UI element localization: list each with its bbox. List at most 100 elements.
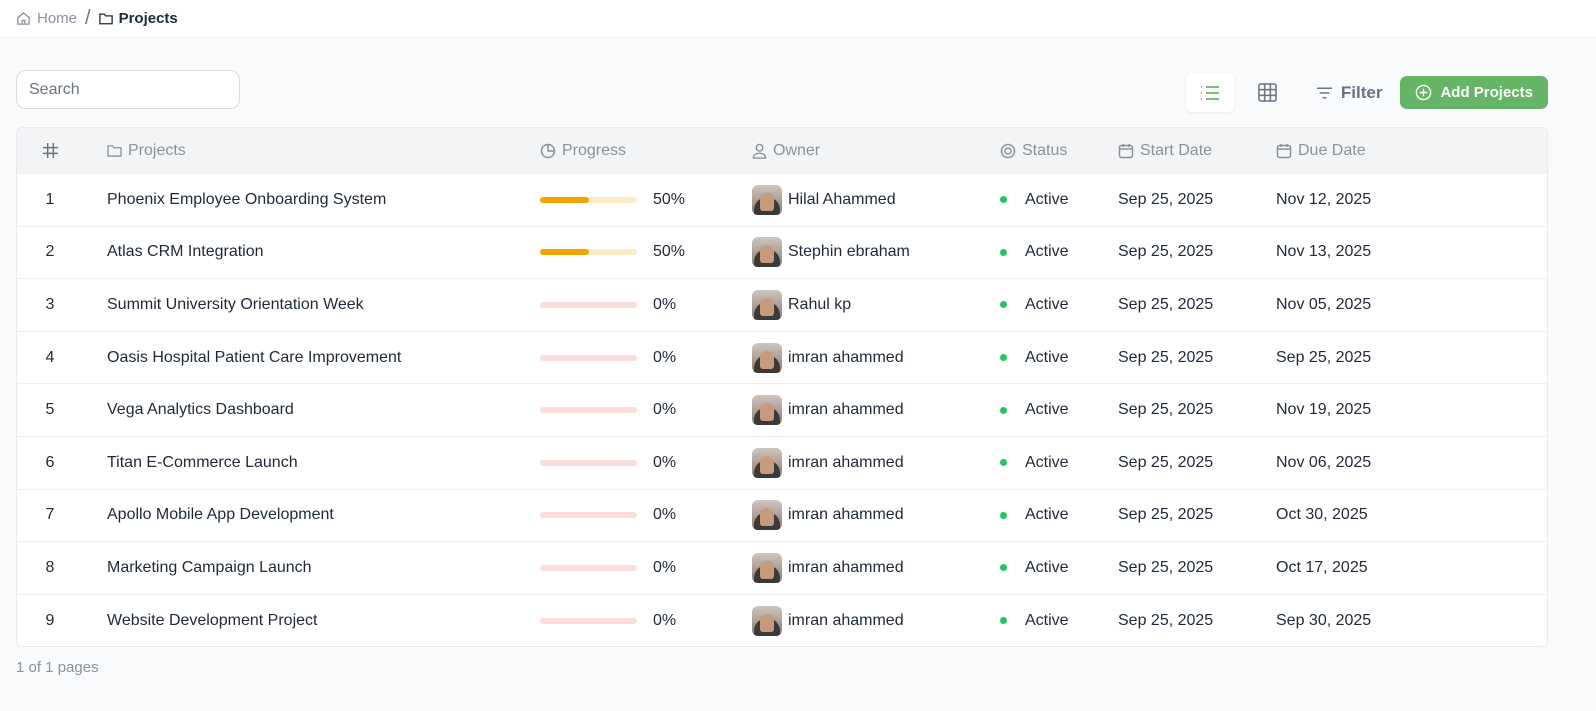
projects-table: Projects Progress Owner Status Start Dat… (16, 127, 1548, 648)
owner-name: Rahul kp (788, 295, 852, 313)
row-number: 8 (17, 559, 83, 577)
filter-button[interactable]: Filter (1302, 83, 1391, 103)
owner-name: imran ahammed (788, 453, 904, 471)
progress-label: 50% (653, 243, 686, 261)
row-number: 4 (17, 349, 83, 367)
due-date-text: Oct 30, 2025 (1276, 506, 1368, 524)
progress-label: 0% (653, 348, 677, 366)
project-name[interactable]: Atlas CRM Integration (107, 243, 264, 261)
table-row[interactable]: 5 Vega Analytics Dashboard 0% imran aham… (17, 383, 1547, 436)
search-input[interactable] (29, 80, 236, 99)
project-name[interactable]: Vega Analytics Dashboard (107, 401, 294, 419)
home-icon (17, 12, 30, 25)
col-progress[interactable]: Progress (540, 142, 626, 160)
progress-bar (540, 301, 637, 308)
col-start-date[interactable]: Start Date (1118, 142, 1212, 160)
calendar-icon (1276, 143, 1292, 158)
progress-fill (540, 249, 589, 256)
project-name[interactable]: Phoenix Employee Onboarding System (107, 191, 386, 209)
start-date: Sep 25, 2025 (1118, 401, 1213, 419)
owner-name: imran ahammed (788, 558, 904, 576)
table-header: Projects Progress Owner Status Start Dat… (17, 128, 1547, 173)
due-date: Oct 17, 2025 (1276, 559, 1368, 577)
progress-cell: 0% (540, 454, 676, 472)
progress-bar (540, 249, 637, 256)
table-row[interactable]: 4 Oasis Hospital Patient Care Improvemen… (17, 330, 1547, 384)
owner-cell: imran ahammed (752, 342, 904, 373)
progress-label: 0% (653, 558, 677, 576)
progress-label: 0% (653, 401, 677, 419)
start-date-text: Sep 25, 2025 (1118, 243, 1214, 261)
project-name-text: Atlas CRM Integration (107, 243, 264, 261)
project-name[interactable]: Website Development Project (107, 612, 317, 630)
owner-cell: imran ahammed (752, 447, 904, 478)
table-row[interactable]: 8 Marketing Campaign Launch 0% imran aha… (17, 541, 1547, 594)
table-body: 1 Phoenix Employee Onboarding System 50%… (17, 173, 1547, 646)
col-status[interactable]: Status (1000, 142, 1067, 160)
col-label: Progress (562, 141, 627, 159)
status-dot (1000, 248, 1007, 256)
grid-icon (1258, 83, 1278, 102)
col-number[interactable] (17, 142, 83, 159)
status-badge: Active (1000, 191, 1069, 209)
start-date: Sep 25, 2025 (1118, 454, 1213, 472)
grid-view-button[interactable] (1244, 73, 1292, 112)
status-badge: Active (1000, 243, 1069, 261)
pie-chart-icon (540, 143, 556, 158)
status-dot (1000, 301, 1007, 309)
status-dot (1000, 617, 1007, 625)
row-number-text: 2 (45, 243, 55, 261)
status-badge: Active (1000, 349, 1069, 367)
progress-bar (540, 459, 637, 466)
start-date: Sep 25, 2025 (1118, 559, 1213, 577)
col-label: Status (1022, 141, 1068, 159)
row-number-text: 1 (45, 190, 55, 208)
status-dot (1000, 459, 1007, 467)
add-projects-button[interactable]: Add Projects (1400, 76, 1548, 109)
status-badge: Active (1000, 612, 1069, 630)
status-dot (1000, 196, 1007, 204)
owner-cell: imran ahammed (752, 552, 904, 583)
status-text: Active (1025, 506, 1069, 524)
status-badge: Active (1000, 454, 1069, 472)
progress-fill (540, 196, 589, 203)
owner-name: imran ahammed (788, 506, 904, 524)
status-dot (1000, 406, 1007, 414)
col-projects[interactable]: Projects (107, 142, 186, 160)
owner-name: imran ahammed (788, 611, 904, 629)
table-row[interactable]: 3 Summit University Orientation Week 0% … (17, 278, 1547, 331)
project-name[interactable]: Titan E-Commerce Launch (107, 454, 298, 472)
list-view-button[interactable] (1185, 73, 1234, 112)
status-dot (1000, 511, 1007, 519)
table-row[interactable]: 9 Website Development Project 0% imran a… (17, 593, 1547, 647)
project-name-text: Website Development Project (107, 611, 318, 629)
start-date: Sep 25, 2025 (1118, 191, 1213, 209)
row-number: 7 (17, 506, 83, 524)
avatar (752, 342, 782, 373)
due-date: Nov 06, 2025 (1276, 454, 1371, 472)
project-name[interactable]: Apollo Mobile App Development (107, 506, 334, 524)
col-owner[interactable]: Owner (752, 142, 820, 160)
avatar (752, 184, 782, 215)
table-row[interactable]: 1 Phoenix Employee Onboarding System 50%… (17, 173, 1547, 226)
table-row[interactable]: 6 Titan E-Commerce Launch 0% imran ahamm… (17, 435, 1547, 489)
due-date-text: Nov 13, 2025 (1276, 243, 1372, 261)
avatar (752, 500, 782, 531)
progress-label: 0% (653, 611, 677, 629)
project-name[interactable]: Oasis Hospital Patient Care Improvement (107, 349, 401, 367)
toolbar: Filter Add Projects (1185, 73, 1548, 112)
owner-cell: imran ahammed (752, 500, 904, 531)
col-due-date[interactable]: Due Date (1276, 142, 1366, 160)
status-text: Active (1025, 453, 1069, 471)
progress-cell: 0% (540, 559, 676, 577)
progress-bar (540, 196, 637, 203)
due-date-text: Nov 05, 2025 (1276, 295, 1372, 313)
project-name[interactable]: Summit University Orientation Week (107, 296, 364, 314)
due-date-text: Sep 30, 2025 (1276, 611, 1372, 629)
table-row[interactable]: 7 Apollo Mobile App Development 0% imran… (17, 488, 1547, 542)
progress-label: 0% (653, 453, 677, 471)
breadcrumb-home[interactable]: Home (16, 10, 77, 27)
table-row[interactable]: 2 Atlas CRM Integration 50% Stephin ebra… (17, 225, 1547, 279)
project-name[interactable]: Marketing Campaign Launch (107, 559, 312, 577)
status-badge: Active (1000, 506, 1069, 524)
